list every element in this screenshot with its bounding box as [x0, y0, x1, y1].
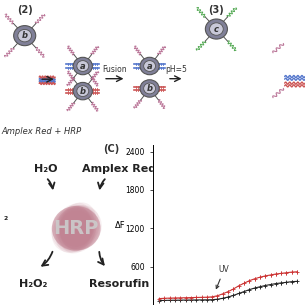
- Text: pH=5: pH=5: [165, 65, 187, 74]
- Text: Amplex Red: Amplex Red: [82, 164, 156, 174]
- Text: b: b: [80, 87, 86, 95]
- Ellipse shape: [58, 204, 92, 247]
- Text: b: b: [22, 31, 28, 40]
- Text: Resorufin: Resorufin: [89, 279, 149, 289]
- Ellipse shape: [59, 211, 96, 250]
- Circle shape: [144, 61, 156, 71]
- Ellipse shape: [57, 205, 100, 250]
- Circle shape: [73, 57, 92, 75]
- Text: (3): (3): [209, 5, 224, 15]
- Circle shape: [140, 57, 159, 75]
- Ellipse shape: [52, 207, 97, 253]
- Ellipse shape: [57, 202, 96, 250]
- Ellipse shape: [55, 208, 93, 247]
- Text: (C): (C): [103, 144, 119, 154]
- Ellipse shape: [56, 206, 95, 253]
- Ellipse shape: [51, 207, 97, 252]
- Ellipse shape: [60, 210, 94, 252]
- Text: UV: UV: [216, 265, 230, 289]
- Ellipse shape: [59, 209, 96, 249]
- Circle shape: [140, 80, 159, 97]
- Circle shape: [205, 19, 228, 39]
- Text: c: c: [214, 24, 219, 34]
- Ellipse shape: [58, 208, 94, 246]
- Text: Amplex Red + HRP: Amplex Red + HRP: [2, 127, 81, 136]
- Circle shape: [14, 26, 36, 46]
- Text: a: a: [80, 62, 86, 70]
- Ellipse shape: [56, 205, 102, 249]
- Circle shape: [77, 86, 89, 96]
- Ellipse shape: [58, 207, 92, 253]
- Text: H₂O₂: H₂O₂: [19, 279, 48, 289]
- Circle shape: [77, 61, 89, 71]
- Circle shape: [73, 82, 92, 100]
- Text: HRP: HRP: [54, 219, 99, 238]
- Ellipse shape: [54, 206, 93, 249]
- Text: (2): (2): [17, 5, 33, 15]
- Text: ₂: ₂: [3, 212, 7, 222]
- Circle shape: [18, 29, 31, 42]
- Ellipse shape: [52, 206, 95, 251]
- Text: Fusion: Fusion: [102, 65, 127, 74]
- Circle shape: [210, 23, 223, 35]
- Text: H₂O: H₂O: [34, 164, 58, 174]
- Ellipse shape: [60, 203, 94, 249]
- Ellipse shape: [59, 207, 99, 250]
- Text: b: b: [147, 84, 152, 93]
- Circle shape: [144, 83, 156, 94]
- Ellipse shape: [52, 206, 101, 251]
- Y-axis label: ΔF: ΔF: [115, 221, 125, 230]
- Ellipse shape: [55, 205, 100, 250]
- Text: a: a: [147, 62, 152, 70]
